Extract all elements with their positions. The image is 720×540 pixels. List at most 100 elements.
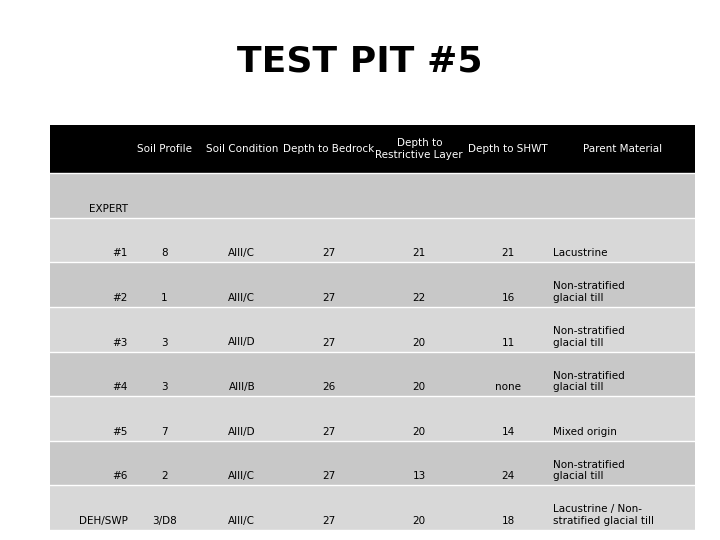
Text: 20: 20	[413, 382, 426, 392]
Bar	[550, 396, 695, 441]
Text: 11: 11	[501, 338, 515, 348]
Text: 21: 21	[413, 248, 426, 258]
Bar	[372, 173, 466, 218]
Text: AIII/B: AIII/B	[228, 382, 256, 392]
Bar	[372, 218, 466, 262]
Text: Depth to
Restrictive Layer: Depth to Restrictive Layer	[375, 138, 463, 160]
Bar	[550, 485, 695, 530]
Text: 20: 20	[413, 516, 426, 526]
Text: 14: 14	[501, 427, 515, 437]
Bar	[550, 352, 695, 396]
Bar	[50, 441, 130, 485]
Text: 27: 27	[323, 338, 336, 348]
Bar	[285, 441, 372, 485]
Bar	[285, 352, 372, 396]
Text: AIII/D: AIII/D	[228, 338, 256, 348]
Bar	[198, 173, 285, 218]
Bar	[372, 307, 466, 352]
Text: 2: 2	[161, 471, 168, 481]
Text: AIII/C: AIII/C	[228, 248, 256, 258]
Text: Parent Material: Parent Material	[583, 144, 662, 154]
Bar	[466, 125, 550, 173]
Bar	[50, 173, 130, 218]
Text: 22: 22	[413, 293, 426, 303]
Bar	[550, 307, 695, 352]
Text: AIII/D: AIII/D	[228, 427, 256, 437]
Text: Lacustrine / Non-
stratified glacial till: Lacustrine / Non- stratified glacial til…	[553, 504, 654, 526]
Text: #6: #6	[112, 471, 127, 481]
Text: 27: 27	[323, 516, 336, 526]
Text: AIII/C: AIII/C	[228, 471, 256, 481]
Bar	[372, 352, 466, 396]
Text: #1: #1	[112, 248, 127, 258]
Text: DEH/SWP: DEH/SWP	[78, 516, 127, 526]
Text: Non-stratified
glacial till: Non-stratified glacial till	[553, 370, 625, 392]
Bar	[285, 262, 372, 307]
Bar	[466, 218, 550, 262]
Text: 18: 18	[501, 516, 515, 526]
Bar	[466, 173, 550, 218]
Bar	[466, 485, 550, 530]
Text: 20: 20	[413, 427, 426, 437]
Text: TEST PIT #5: TEST PIT #5	[238, 45, 482, 79]
Text: Depth to SHWT: Depth to SHWT	[468, 144, 548, 154]
Bar	[130, 441, 198, 485]
Bar	[50, 352, 130, 396]
Bar	[130, 307, 198, 352]
Bar	[466, 262, 550, 307]
Text: 8: 8	[161, 248, 168, 258]
Bar	[466, 396, 550, 441]
Text: 24: 24	[501, 471, 515, 481]
Bar	[130, 125, 198, 173]
Text: 3/D8: 3/D8	[152, 516, 177, 526]
Bar	[130, 485, 198, 530]
Bar	[50, 262, 130, 307]
Text: 3: 3	[161, 338, 168, 348]
Bar	[198, 352, 285, 396]
Text: 3: 3	[161, 382, 168, 392]
Text: AIII/C: AIII/C	[228, 516, 256, 526]
Bar	[198, 307, 285, 352]
Text: 20: 20	[413, 338, 426, 348]
Bar	[466, 352, 550, 396]
Text: Non-stratified
glacial till: Non-stratified glacial till	[553, 460, 625, 481]
Bar	[550, 125, 695, 173]
Bar	[550, 441, 695, 485]
Bar	[372, 125, 466, 173]
Bar	[50, 307, 130, 352]
Bar	[550, 173, 695, 218]
Bar	[50, 485, 130, 530]
Text: 27: 27	[323, 293, 336, 303]
Bar	[130, 352, 198, 396]
Bar	[372, 485, 466, 530]
Bar	[466, 441, 550, 485]
Bar	[198, 125, 285, 173]
Text: EXPERT: EXPERT	[89, 204, 127, 214]
Text: Soil Profile: Soil Profile	[137, 144, 192, 154]
Bar	[198, 396, 285, 441]
Text: 27: 27	[323, 427, 336, 437]
Text: Mixed origin: Mixed origin	[553, 427, 617, 437]
Bar	[130, 218, 198, 262]
Bar	[285, 125, 372, 173]
Text: #5: #5	[112, 427, 127, 437]
Text: 27: 27	[323, 471, 336, 481]
Text: 16: 16	[501, 293, 515, 303]
Bar	[50, 396, 130, 441]
Bar	[285, 396, 372, 441]
Bar	[130, 396, 198, 441]
Bar	[285, 173, 372, 218]
Text: 26: 26	[323, 382, 336, 392]
Bar	[550, 218, 695, 262]
Text: 1: 1	[161, 293, 168, 303]
Bar	[466, 307, 550, 352]
Text: Non-stratified
glacial till: Non-stratified glacial till	[553, 281, 625, 303]
Bar	[372, 441, 466, 485]
Bar	[198, 218, 285, 262]
Text: Soil Condition: Soil Condition	[206, 144, 278, 154]
Text: Depth to Bedrock: Depth to Bedrock	[284, 144, 374, 154]
Text: #2: #2	[112, 293, 127, 303]
Text: Lacustrine: Lacustrine	[553, 248, 608, 258]
Text: 21: 21	[501, 248, 515, 258]
Bar	[550, 262, 695, 307]
